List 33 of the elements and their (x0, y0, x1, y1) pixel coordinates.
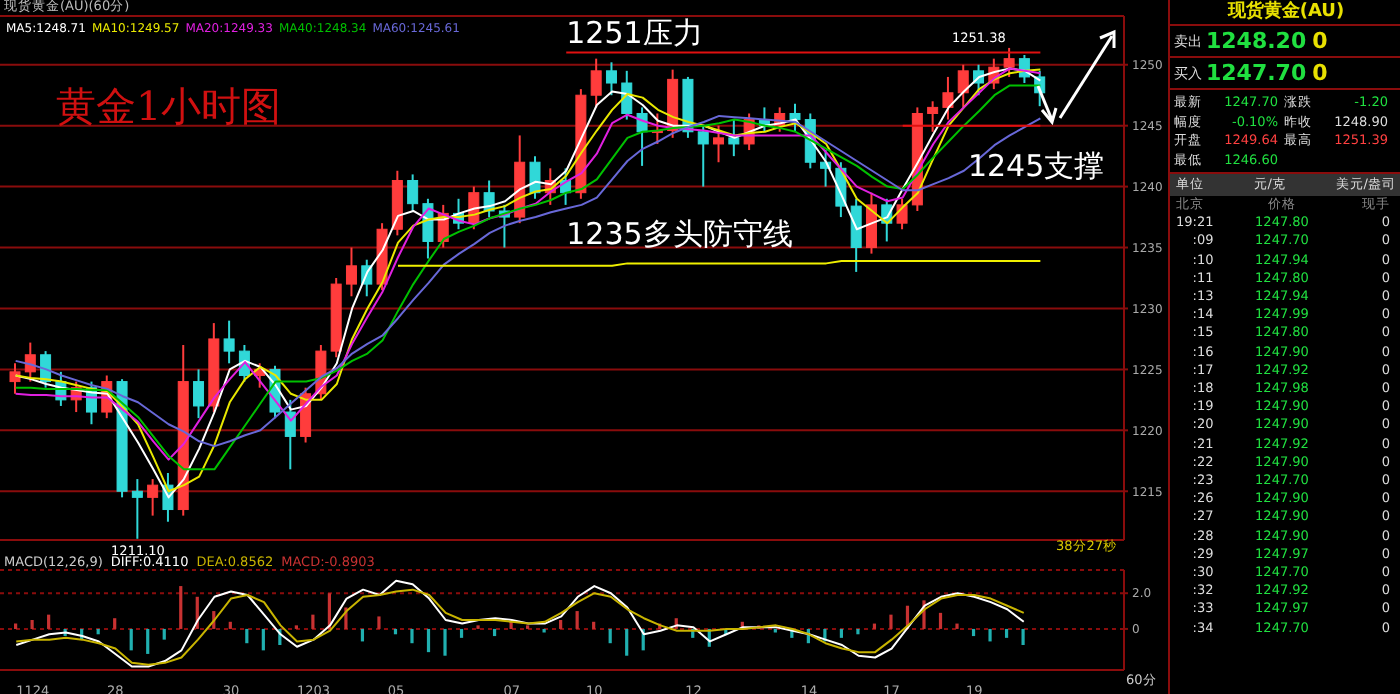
candlestick (345, 246, 357, 298)
candlestick (223, 319, 235, 365)
candlestick (605, 61, 617, 97)
text: 现货黄金(AU) (1170, 0, 1400, 26)
candlestick (284, 398, 296, 471)
candlestick (927, 100, 939, 133)
candlestick (407, 173, 419, 212)
text: 0 (1312, 60, 1328, 86)
candlestick (9, 362, 21, 395)
annotation: 黄金1小时图 (56, 80, 282, 134)
candlestick (697, 124, 709, 188)
annotation: 1251压力 (566, 14, 703, 51)
text: 0 (1312, 28, 1328, 54)
candlestick (193, 368, 205, 420)
text: 1247.70 (1206, 60, 1307, 86)
annotation: 1235多头防守线 (566, 216, 793, 253)
candlestick (896, 197, 908, 231)
candlestick (728, 118, 740, 158)
candlestick (131, 478, 143, 540)
candlestick (789, 102, 801, 133)
candlestick (865, 191, 877, 255)
candlestick (590, 57, 602, 109)
candlestick (942, 75, 954, 121)
candlestick (636, 106, 648, 167)
candlestick (621, 69, 633, 121)
text: 1248.20 (1206, 28, 1307, 54)
candlestick (957, 63, 969, 109)
candlestick (850, 197, 862, 273)
candlestick (713, 124, 725, 164)
candlestick (1003, 46, 1015, 78)
annotation: 1245支撑 (967, 147, 1105, 184)
candlestick (147, 478, 159, 517)
candlestick (529, 155, 541, 200)
